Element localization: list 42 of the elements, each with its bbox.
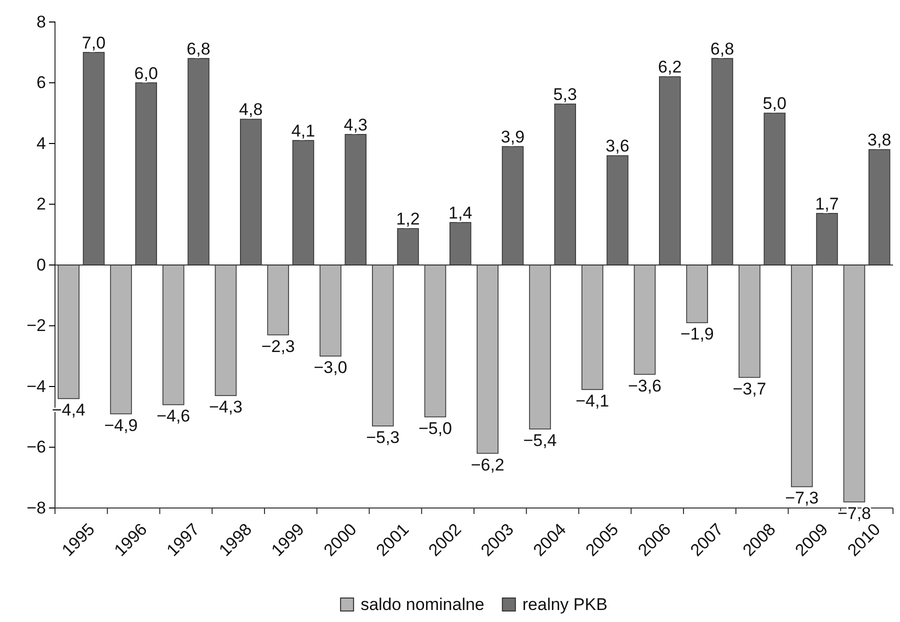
data-label: −6,2 (470, 455, 504, 474)
data-label: −5,0 (418, 418, 452, 438)
data-label: −3,7 (732, 379, 766, 398)
data-label: 1,7 (815, 194, 839, 214)
data-label: 6,8 (186, 39, 210, 58)
y-tick-label: −6 (26, 438, 46, 457)
data-label: 6,0 (134, 64, 158, 83)
data-label: −4,3 (208, 398, 243, 417)
y-tick-label: −8 (26, 498, 46, 518)
data-label: −3,6 (628, 376, 662, 396)
data-label: −5,3 (366, 428, 400, 447)
data-label: 6,2 (658, 58, 682, 77)
y-tick-label: 4 (36, 134, 46, 153)
data-label: 3,6 (606, 136, 630, 156)
y-tick-label: 8 (36, 12, 46, 32)
data-label: 3,9 (500, 128, 525, 147)
y-tick-label: 2 (36, 194, 46, 214)
data-label: 3,8 (868, 130, 892, 150)
y-tick-label: −4 (26, 376, 46, 396)
data-label: −3,0 (314, 358, 348, 378)
y-tick-label: 6 (36, 73, 46, 92)
data-label: −5,4 (523, 431, 557, 450)
data-label: 7,0 (82, 33, 106, 52)
data-label: −7,8 (837, 504, 872, 523)
data-label: −2,3 (261, 336, 295, 356)
data-label: 4,3 (344, 115, 368, 134)
data-label: −1,9 (680, 324, 714, 344)
y-tick-label: 0 (36, 255, 46, 274)
data-label: 5,0 (762, 94, 786, 114)
data-label: −7,3 (785, 488, 819, 508)
data-label: 6,8 (710, 39, 734, 58)
data-label: −4,1 (576, 392, 610, 411)
legend-label: saldo nominalne (360, 595, 484, 614)
data-label: −4,6 (156, 406, 190, 426)
data-label: 4,8 (239, 100, 263, 120)
data-label: −4,9 (104, 416, 138, 435)
data-label: 1,4 (448, 203, 472, 222)
data-label: 1,2 (396, 210, 420, 229)
y-tick-label: −2 (26, 316, 46, 336)
data-label: 5,3 (553, 85, 577, 104)
legend-label: realny PKB (522, 595, 608, 614)
data-label: 4,1 (291, 121, 316, 140)
